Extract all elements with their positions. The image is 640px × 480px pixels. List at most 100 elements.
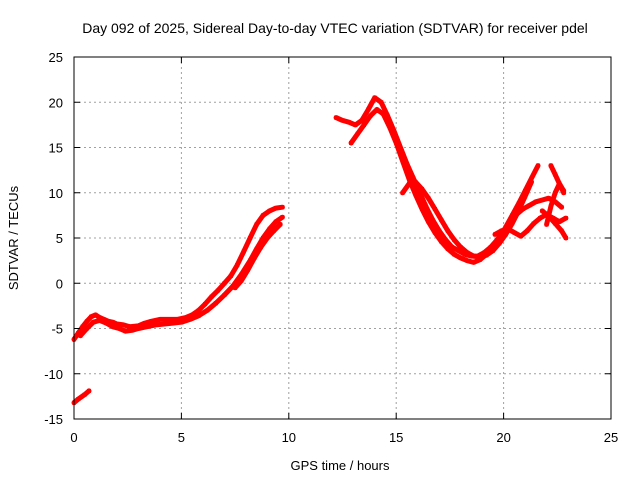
data-point (465, 250, 470, 255)
data-point (145, 324, 149, 329)
data-point (87, 388, 91, 393)
data-point (142, 321, 147, 326)
data-point (529, 176, 534, 181)
data-point (404, 161, 409, 166)
y-tick-label: -5 (51, 322, 63, 337)
data-point (452, 252, 457, 257)
data-point (258, 245, 263, 250)
data-point (104, 321, 109, 326)
data-point (540, 198, 545, 202)
data-point (170, 321, 175, 326)
data-point (97, 315, 102, 320)
data-point (267, 208, 272, 213)
data-point (510, 213, 515, 218)
data-point (478, 257, 482, 262)
data-point (117, 326, 122, 331)
data-point (254, 246, 259, 251)
data-point (471, 260, 476, 265)
data-point (407, 177, 412, 182)
data-point (462, 252, 467, 257)
data-point (516, 201, 521, 206)
data-point (518, 234, 523, 239)
data-point (424, 205, 429, 210)
x-tick-label: 5 (178, 430, 185, 445)
data-point (349, 141, 354, 145)
data-point (271, 228, 276, 233)
data-point (443, 237, 448, 242)
data-point (334, 115, 339, 120)
series-line-arc-1 (71, 388, 92, 406)
x-tick-label: 0 (70, 430, 77, 445)
data-point (205, 308, 210, 313)
data-point (400, 159, 405, 164)
data-point (529, 179, 534, 184)
series-line-arc-10 (548, 163, 567, 196)
data-point (157, 317, 162, 322)
data-point (196, 313, 201, 318)
data-point (265, 236, 270, 240)
data-point (110, 324, 115, 329)
data-point (533, 199, 538, 204)
y-tick-label: 5 (56, 231, 63, 246)
data-point (76, 397, 81, 402)
data-point (239, 272, 244, 277)
data-point (420, 207, 424, 211)
data-point (213, 301, 218, 306)
data-point (267, 226, 272, 231)
data-point (136, 326, 141, 331)
data-point (175, 317, 180, 322)
data-point (362, 122, 366, 127)
data-point (235, 263, 240, 268)
x-tick-label: 15 (389, 430, 403, 445)
chart-title: Day 092 of 2025, Sidereal Day-to-day VTE… (82, 20, 588, 36)
data-point (222, 281, 227, 286)
data-point (439, 217, 444, 222)
data-point (355, 131, 360, 136)
axis-ticks: 0 5 10 15 20 25 -15 -10 -5 0 5 10 15 20 25 (44, 50, 618, 445)
data-point (548, 204, 553, 209)
data-point (456, 248, 461, 253)
data-point (89, 314, 94, 319)
data-point (420, 187, 424, 192)
data-point (478, 255, 482, 259)
data-point (261, 236, 265, 240)
data-point (80, 324, 85, 329)
data-point (273, 219, 278, 224)
data-point (559, 205, 564, 210)
data-point (445, 228, 450, 233)
grid-lines (74, 57, 611, 419)
data-point (561, 190, 566, 195)
data-point (482, 250, 487, 255)
data-point (149, 319, 154, 324)
x-tick-label: 10 (282, 430, 296, 445)
data-point (525, 228, 530, 233)
data-point (353, 122, 358, 127)
data-point (340, 118, 345, 123)
data-point (493, 232, 497, 237)
data-point (280, 215, 285, 220)
data-point (183, 315, 188, 320)
data-point (153, 322, 158, 327)
data-point (559, 228, 564, 233)
data-point (546, 214, 551, 219)
data-point (379, 100, 384, 105)
data-point (372, 95, 377, 100)
data-point (510, 221, 515, 226)
data-point (278, 222, 283, 227)
data-point (407, 181, 412, 186)
data-point (368, 113, 373, 118)
data-point (540, 208, 545, 213)
data-point (553, 221, 558, 226)
data-point (196, 308, 201, 313)
data-point (437, 228, 442, 233)
data-point (366, 107, 371, 112)
data-point (121, 322, 126, 327)
data-point (557, 181, 562, 186)
data-point (115, 322, 119, 326)
data-point (413, 179, 418, 184)
data-point (188, 317, 192, 322)
data-point (215, 288, 220, 293)
data-point (374, 107, 379, 112)
data-point (261, 213, 265, 218)
